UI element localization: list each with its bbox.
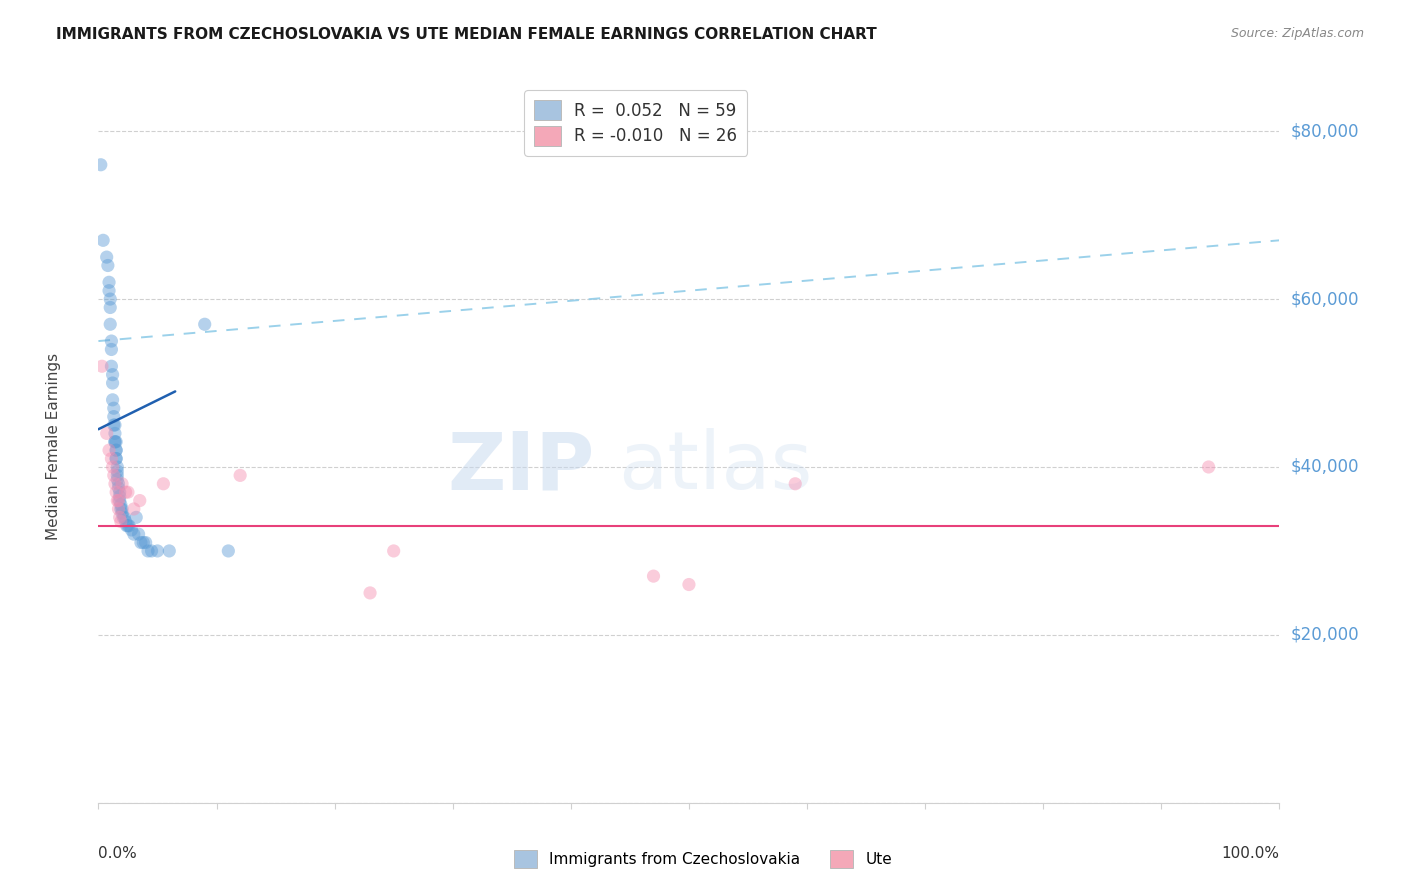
Point [110, 515, 132, 529]
Point [135, 535, 157, 549]
Point [103, 468, 125, 483]
Point [1198, 460, 1220, 475]
Point [132, 535, 155, 549]
Point [359, 586, 381, 600]
Point [125, 510, 148, 524]
Text: $20,000: $20,000 [1291, 626, 1360, 644]
Legend: Immigrants from Czechoslovakia, Ute: Immigrants from Czechoslovakia, Ute [506, 843, 900, 875]
Point [108, 510, 131, 524]
Point [117, 485, 139, 500]
Point [98, 443, 121, 458]
Point [100, 334, 122, 348]
Point [128, 527, 150, 541]
Point [107, 481, 129, 495]
Point [105, 451, 128, 466]
Point [112, 510, 135, 524]
Point [104, 434, 127, 449]
Text: $80,000: $80,000 [1291, 122, 1360, 140]
Point [146, 544, 169, 558]
Text: Source: ZipAtlas.com: Source: ZipAtlas.com [1230, 27, 1364, 40]
Point [104, 417, 127, 432]
Point [107, 502, 129, 516]
Point [122, 527, 145, 541]
Point [101, 368, 124, 382]
Point [110, 498, 132, 512]
Point [108, 493, 131, 508]
Point [103, 409, 125, 424]
Point [96, 250, 118, 264]
Point [105, 460, 128, 475]
Point [122, 502, 145, 516]
Point [100, 451, 122, 466]
Point [121, 523, 143, 537]
Point [101, 460, 124, 475]
Point [98, 284, 121, 298]
Point [111, 476, 134, 491]
Point [103, 401, 125, 416]
Point [114, 485, 136, 500]
Point [98, 301, 121, 315]
Point [101, 392, 124, 407]
Point [114, 515, 136, 529]
Point [100, 343, 122, 357]
Point [97, 259, 120, 273]
Point [98, 318, 121, 332]
Point [112, 510, 135, 524]
Text: $40,000: $40,000 [1291, 458, 1360, 476]
Text: $60,000: $60,000 [1291, 290, 1360, 308]
Point [678, 577, 700, 591]
Point [101, 376, 124, 390]
Point [111, 502, 134, 516]
Point [194, 318, 217, 332]
Point [643, 569, 665, 583]
Point [108, 485, 131, 500]
Text: ZIP: ZIP [447, 428, 595, 507]
Text: 0.0%: 0.0% [98, 846, 138, 861]
Point [108, 489, 131, 503]
Point [111, 506, 134, 520]
Point [104, 426, 127, 441]
Point [217, 544, 239, 558]
Point [105, 473, 128, 487]
Text: 100.0%: 100.0% [1222, 846, 1279, 861]
Point [105, 485, 128, 500]
Point [129, 535, 152, 549]
Text: Median Female Earnings: Median Female Earnings [46, 352, 60, 540]
Point [105, 443, 128, 458]
Point [229, 468, 252, 483]
Point [152, 476, 174, 491]
Point [136, 544, 159, 558]
Legend: R =  0.052   N = 59, R = -0.010   N = 26: R = 0.052 N = 59, R = -0.010 N = 26 [524, 90, 748, 155]
Point [157, 544, 180, 558]
Point [107, 493, 129, 508]
Point [98, 275, 121, 289]
Point [115, 518, 138, 533]
Point [90, 158, 112, 172]
Point [96, 426, 118, 441]
Point [105, 468, 128, 483]
Point [105, 493, 128, 508]
Point [103, 417, 125, 432]
Point [105, 451, 128, 466]
Point [104, 476, 127, 491]
Point [118, 518, 141, 533]
Point [100, 359, 122, 374]
Point [98, 292, 121, 306]
Point [107, 476, 129, 491]
Point [141, 544, 163, 558]
Point [117, 518, 139, 533]
Point [104, 434, 127, 449]
Text: IMMIGRANTS FROM CZECHOSLOVAKIA VS UTE MEDIAN FEMALE EARNINGS CORRELATION CHART: IMMIGRANTS FROM CZECHOSLOVAKIA VS UTE ME… [56, 27, 877, 42]
Point [105, 443, 128, 458]
Point [382, 544, 405, 558]
Point [91, 233, 114, 247]
Text: atlas: atlas [619, 428, 813, 507]
Point [105, 464, 128, 478]
Point [91, 359, 114, 374]
Point [785, 476, 807, 491]
Point [105, 434, 128, 449]
Point [110, 502, 132, 516]
Point [128, 493, 150, 508]
